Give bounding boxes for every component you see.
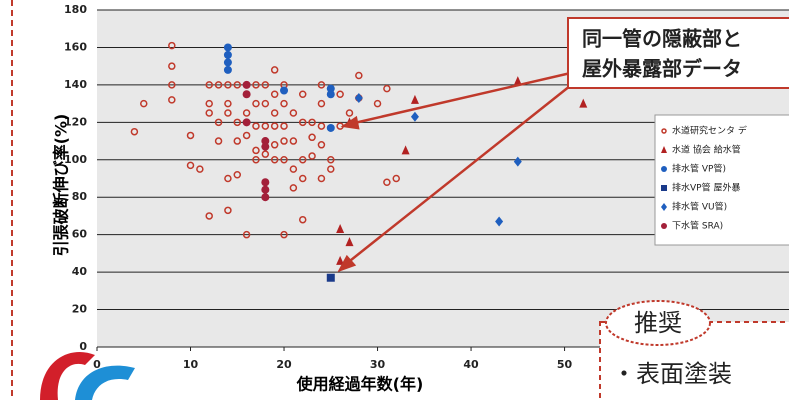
recommend-title: 推奨 <box>634 309 682 337</box>
y-tick-label: 0 <box>79 340 87 353</box>
y-tick-label: 80 <box>72 190 88 203</box>
point <box>280 87 288 95</box>
point <box>261 193 269 201</box>
legend-marker <box>661 185 667 191</box>
x-tick-label: 50 <box>557 358 573 371</box>
legend-label: 排水管 VP管) <box>672 163 726 175</box>
point <box>261 178 269 186</box>
point <box>327 90 335 98</box>
point <box>243 81 251 89</box>
recommend-item: ・表面塗装 <box>612 360 732 388</box>
y-axis-label: 引張破断伸び率(%) <box>52 114 71 257</box>
x-tick-label: 30 <box>370 358 386 371</box>
legend-label: 下水管 SRA) <box>672 220 723 232</box>
callout-text: 同一管の隠蔽部と <box>582 27 742 51</box>
y-tick-label: 180 <box>64 3 87 16</box>
legend-label: 排水管 VU管) <box>672 201 727 213</box>
legend-label: 排水VP管 屋外暴 <box>672 182 740 194</box>
legend-marker <box>661 166 667 172</box>
legend-marker <box>661 223 667 229</box>
x-tick-label: 40 <box>463 358 479 371</box>
point <box>243 118 251 126</box>
point <box>224 43 232 51</box>
point <box>327 274 335 282</box>
chart: 02040608010012014016018001020304050 使用経過… <box>0 0 789 400</box>
point <box>243 90 251 98</box>
x-axis-label: 使用経過年数(年) <box>296 375 424 394</box>
y-tick-label: 20 <box>72 303 88 316</box>
x-tick-label: 10 <box>183 358 199 371</box>
point <box>224 51 232 59</box>
point <box>261 143 269 151</box>
callout-text: 屋外暴露部データ <box>582 57 742 81</box>
legend-label: 水道 協会 給水管 <box>672 144 741 156</box>
point <box>224 66 232 74</box>
y-tick-label: 160 <box>64 40 87 53</box>
legend-label: 水道研究センタ デ <box>672 125 747 137</box>
point <box>224 58 232 66</box>
point <box>327 124 335 132</box>
point <box>261 186 269 194</box>
y-tick-label: 60 <box>72 228 88 241</box>
x-tick-label: 20 <box>276 358 292 371</box>
y-tick-label: 140 <box>64 78 87 91</box>
y-tick-label: 40 <box>72 265 88 278</box>
